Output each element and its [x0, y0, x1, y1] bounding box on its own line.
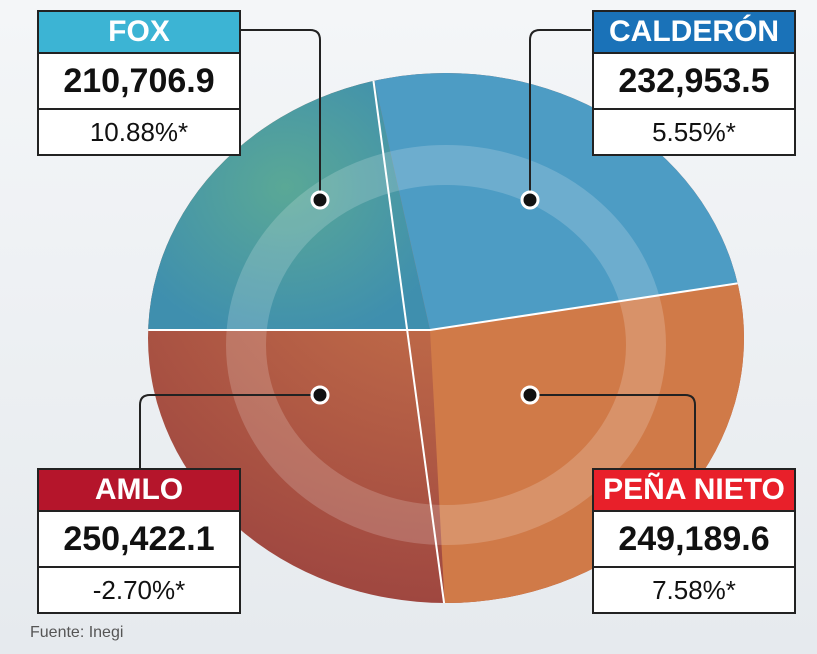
panel-value: 210,706.9	[39, 54, 239, 110]
panel-name: CALDERÓN	[594, 12, 794, 54]
panel: FOX 210,706.9 10.88%*	[37, 10, 241, 156]
panel-value: 249,189.6	[594, 512, 794, 568]
panel: AMLO 250,422.1 -2.70%*	[37, 468, 241, 614]
panel-change: 10.88%*	[89, 116, 189, 147]
panel: CALDERÓN 232,953.5 5.55%*	[592, 10, 796, 156]
panel-change: -2.70%*	[92, 574, 186, 605]
source: Fuente: Inegi	[30, 624, 124, 641]
panel-value: 232,953.5	[594, 54, 794, 110]
panel-change: 7.58%*	[652, 574, 736, 605]
panel-name: FOX	[39, 12, 239, 54]
panel: PEÑA NIETO 249,189.6 7.58%*	[592, 468, 796, 614]
panel-value: 250,422.1	[39, 512, 239, 568]
panel-name: AMLO	[39, 470, 239, 512]
panel-change: 5.55%*	[652, 116, 736, 147]
panel-name: PEÑA NIETO	[594, 470, 794, 512]
